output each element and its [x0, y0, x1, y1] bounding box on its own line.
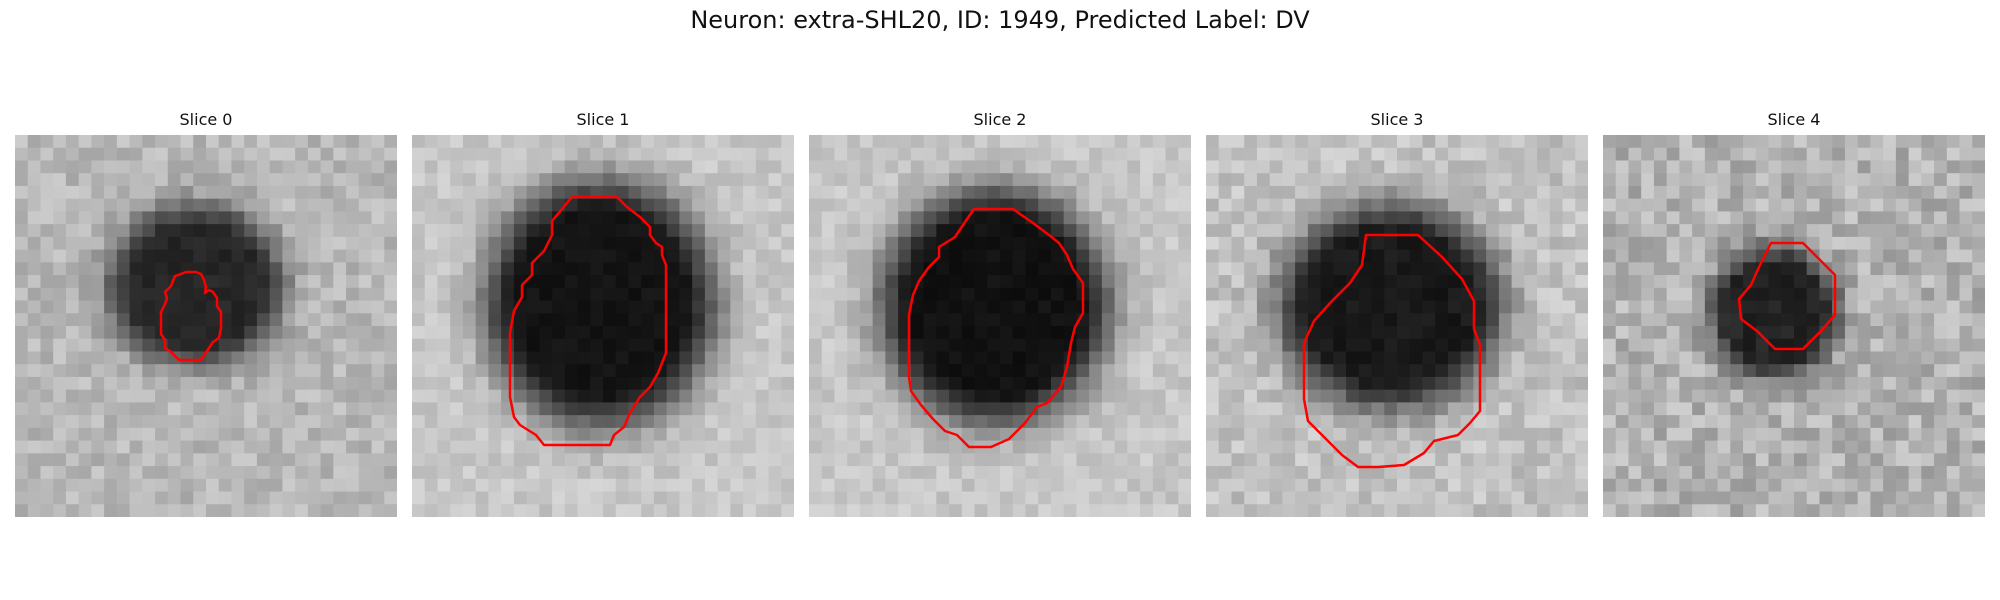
slice-panel-1: Slice 1: [412, 107, 794, 517]
slice-image: [1206, 135, 1588, 517]
slice-panel-3: Slice 3: [1206, 107, 1588, 517]
slice-title: Slice 4: [1767, 110, 1821, 129]
slice-image: [809, 135, 1191, 517]
segmentation-contour: [1737, 241, 1837, 351]
segmentation-contour: [508, 195, 668, 447]
slice-title: Slice 2: [973, 110, 1027, 129]
figure-title: Neuron: extra-SHL20, ID: 1949, Predicted…: [690, 6, 1310, 34]
segmentation-contour: [1302, 233, 1482, 469]
segmentation-contour: [907, 207, 1085, 449]
segmentation-contour: [159, 270, 223, 362]
slice-image: [1603, 135, 1985, 517]
slice-image: [15, 135, 397, 517]
slice-title: Slice 0: [179, 110, 233, 129]
slice-title: Slice 1: [576, 110, 630, 129]
slice-panel-2: Slice 2: [809, 107, 1191, 517]
slice-image: [412, 135, 794, 517]
slice-title: Slice 3: [1370, 110, 1424, 129]
slice-panel-0: Slice 0: [15, 107, 397, 517]
slice-panel-4: Slice 4: [1603, 107, 1985, 517]
